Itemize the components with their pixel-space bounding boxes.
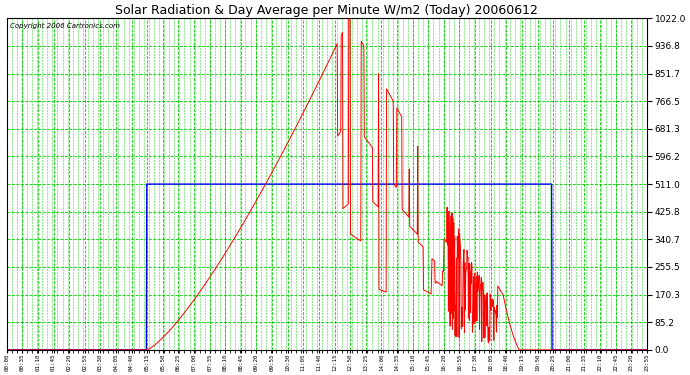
Text: Copyright 2006 Cartronics.com: Copyright 2006 Cartronics.com: [10, 23, 120, 29]
Title: Solar Radiation & Day Average per Minute W/m2 (Today) 20060612: Solar Radiation & Day Average per Minute…: [115, 4, 538, 17]
